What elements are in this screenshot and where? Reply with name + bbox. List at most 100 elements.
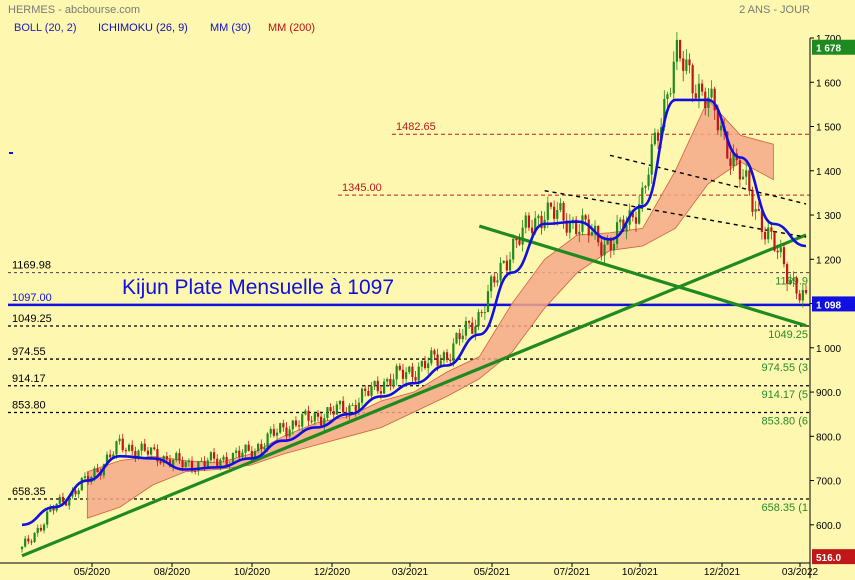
candle-body (386, 378, 389, 382)
level-label: 658.35 (12, 486, 46, 498)
candle-body (294, 420, 298, 426)
x-tick-label: 10/2020 (234, 567, 271, 578)
candle-body (134, 450, 137, 459)
kijun-annotation: Kijun Plate Mensuelle à 1097 (122, 276, 394, 299)
candle-body (653, 132, 656, 145)
candle-body (175, 453, 178, 461)
candle-body (263, 447, 266, 450)
candle-body (206, 460, 209, 467)
level-right-label: 974.55 (3 (762, 362, 808, 374)
low-price-badge-bg (812, 549, 855, 565)
candle-body (445, 352, 449, 360)
candle-body (241, 452, 244, 458)
candle-body (96, 468, 99, 473)
x-tick-label: 05/2020 (74, 567, 111, 578)
trendline (478, 224, 807, 328)
candle-body (745, 170, 748, 177)
candle-body (606, 239, 609, 245)
candle-body (619, 219, 622, 223)
candle-body (584, 215, 587, 220)
candle-body (279, 423, 282, 433)
candle-body (625, 224, 628, 232)
y-tick-label: 1 000 (816, 344, 841, 355)
candle-body (565, 220, 568, 233)
candle-body (534, 218, 537, 233)
candle-body (52, 508, 55, 511)
candle-body (395, 365, 398, 380)
candle-body (329, 407, 332, 412)
candle-body (323, 418, 326, 426)
candle-body (587, 219, 590, 236)
candle-body (112, 454, 115, 458)
cloud-area (86, 99, 774, 519)
candle-body (266, 433, 269, 448)
level-right-label: 1169.9 (775, 276, 808, 288)
candle-body (603, 244, 606, 256)
candle-body (137, 450, 140, 459)
candle-body (804, 290, 808, 293)
candle-body (118, 438, 121, 442)
indicator-mm200[interactable]: MM (200) (268, 22, 315, 34)
candle-body (650, 144, 653, 175)
x-tick-label: 12/2020 (314, 567, 351, 578)
candle-body (420, 360, 423, 367)
candle-body (131, 444, 134, 451)
candle-body (480, 312, 483, 314)
candle-body (622, 219, 625, 232)
candle-body (335, 404, 338, 415)
level-label: 1169.98 (12, 260, 51, 272)
candle-body (156, 449, 159, 462)
indicator-ichimoku[interactable]: ICHIMOKU (26, 9) (98, 22, 188, 34)
candle-body (751, 190, 754, 212)
indicator-mm30[interactable]: MM (30) (210, 22, 251, 34)
candle-body (694, 93, 697, 99)
candle-body (748, 170, 751, 191)
last-price-badge-bg (812, 296, 855, 312)
level-label: 1049.25 (12, 313, 52, 325)
y-tick-label: 1 500 (816, 123, 841, 134)
candle-body (68, 496, 71, 506)
candle-body (307, 410, 310, 421)
candle-body (612, 244, 616, 251)
candle-body (20, 546, 24, 550)
candle-body (675, 39, 679, 62)
candle-body (190, 461, 194, 471)
candle-body (392, 379, 395, 387)
candle-body (389, 378, 392, 387)
level-right-label: 1049.25 (768, 329, 808, 341)
level-label: 1097.00 (12, 292, 52, 304)
candle-body (647, 174, 650, 187)
candle-body (153, 447, 156, 450)
price-levels: 1482.65 1345.00 1169.98 1169.9 1097.00 1049.2… (8, 121, 810, 514)
candle-body (436, 354, 439, 366)
candle-body (200, 460, 203, 462)
candle-body (527, 215, 531, 228)
candle-body (682, 58, 685, 71)
candle-body (439, 360, 442, 366)
candle-body (590, 231, 593, 236)
y-tick-label: 1 300 (816, 211, 841, 222)
candle-body (634, 217, 638, 224)
candle-body (798, 293, 801, 301)
candle-body (348, 405, 351, 416)
candle-body (524, 215, 527, 228)
candle-body (452, 343, 455, 361)
candle-body (483, 312, 486, 314)
candle-body (414, 377, 417, 381)
candle-body (442, 352, 446, 361)
candle-body (253, 450, 257, 459)
x-tick-label: 03/2021 (392, 567, 429, 578)
candle-body (609, 239, 612, 251)
indicator-boll[interactable]: BOLL (20, 2) (14, 22, 77, 34)
candle-body (505, 260, 508, 271)
level-right-label: 914.17 (5 (762, 389, 808, 401)
candle-body (244, 444, 247, 453)
candle-body (370, 386, 373, 396)
candle-body (493, 276, 496, 283)
candle-body (275, 432, 279, 436)
candle-body (508, 259, 512, 271)
candle-body (27, 538, 30, 542)
candle-body (332, 411, 335, 415)
